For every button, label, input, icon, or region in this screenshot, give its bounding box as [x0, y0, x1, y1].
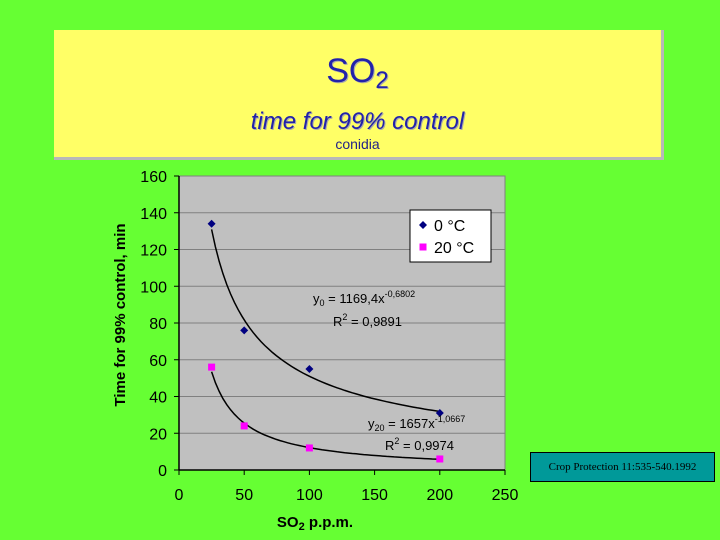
r-squared-lead: R — [333, 314, 342, 329]
legend-marker-diamond — [419, 221, 427, 229]
y-tick-label: 20 — [149, 426, 167, 443]
x-axis-label-text: SO — [277, 514, 299, 531]
slide-subtitle-conidia: conidia — [335, 136, 380, 152]
x-tick-label: 50 — [235, 487, 253, 504]
y-tick-label: 80 — [149, 316, 167, 333]
data-point-20c — [436, 455, 444, 463]
trendline-0 — [210, 229, 440, 413]
data-point-0c — [435, 409, 444, 418]
r-squared-superscript: 2 — [394, 436, 399, 446]
legend — [409, 209, 492, 263]
y-tick-label: 60 — [149, 353, 167, 370]
x-tick-label: 250 — [492, 487, 519, 504]
data-point-20c — [305, 444, 313, 452]
x-axis-label-suffix: p.p.m. — [305, 514, 353, 531]
equation-subscript: 0 — [320, 298, 325, 308]
y-tick-label: 140 — [140, 206, 167, 223]
equation-subscript: 20 — [375, 423, 385, 433]
y-tick-label: 120 — [140, 243, 167, 260]
r-squared-superscript: 2 — [342, 312, 347, 322]
legend-label: 0 °C — [434, 218, 465, 235]
equation-main: = 1657x — [385, 416, 436, 431]
slide-title: SO2 — [54, 52, 661, 95]
trendline-1 — [210, 371, 440, 461]
legend-marker-square — [419, 243, 427, 251]
equation-exponent: -1,0667 — [435, 414, 466, 424]
data-point-0c — [305, 364, 314, 373]
slide-subtitle: time for 99% control — [250, 108, 465, 135]
slide-title-text: SO — [326, 52, 376, 90]
r-squared: R2 = 0,9891 — [333, 312, 402, 329]
legend-label: 20 °C — [434, 240, 474, 257]
data-point-0c — [207, 219, 216, 228]
citation-box: Crop Protection 11:535-540.1992 — [530, 452, 715, 482]
data-point-0c — [240, 326, 249, 335]
equation-lead: y — [313, 291, 320, 306]
r-squared-lead: R — [385, 438, 394, 453]
title-box: SO2 time for 99% control conidia — [54, 30, 664, 160]
x-tick-label: 150 — [361, 487, 388, 504]
y-tick-label: 0 — [158, 463, 167, 480]
y-tick-label: 40 — [149, 390, 167, 407]
x-tick-label: 0 — [175, 487, 184, 504]
citation-text: Crop Protection 11:535-540.1992 — [548, 461, 697, 473]
equation-exponent: -0,6802 — [385, 289, 416, 299]
data-point-20c — [208, 363, 216, 371]
r-squared: R2 = 0,9974 — [385, 436, 454, 453]
x-axis-label-subscript: 2 — [299, 521, 305, 533]
y-axis-label: Time for 99% control, min — [112, 223, 129, 406]
r-squared-value: = 0,9891 — [347, 314, 402, 329]
y-tick-label: 100 — [140, 279, 167, 296]
x-tick-label: 200 — [426, 487, 453, 504]
trendline-equation: y0 = 1169,4x-0,6802 — [313, 289, 415, 308]
data-point-20c — [240, 422, 248, 430]
slide-title-subscript: 2 — [375, 67, 389, 94]
x-axis-label: SO2 p.p.m. — [277, 514, 353, 533]
equation-main: = 1169,4x — [325, 291, 386, 306]
trendline-equation: y20 = 1657x-1,0667 — [368, 414, 465, 433]
r-squared-value: = 0,9974 — [399, 438, 454, 453]
equation-lead: y — [368, 416, 375, 431]
x-tick-label: 100 — [296, 487, 323, 504]
y-tick-label: 160 — [140, 169, 167, 186]
